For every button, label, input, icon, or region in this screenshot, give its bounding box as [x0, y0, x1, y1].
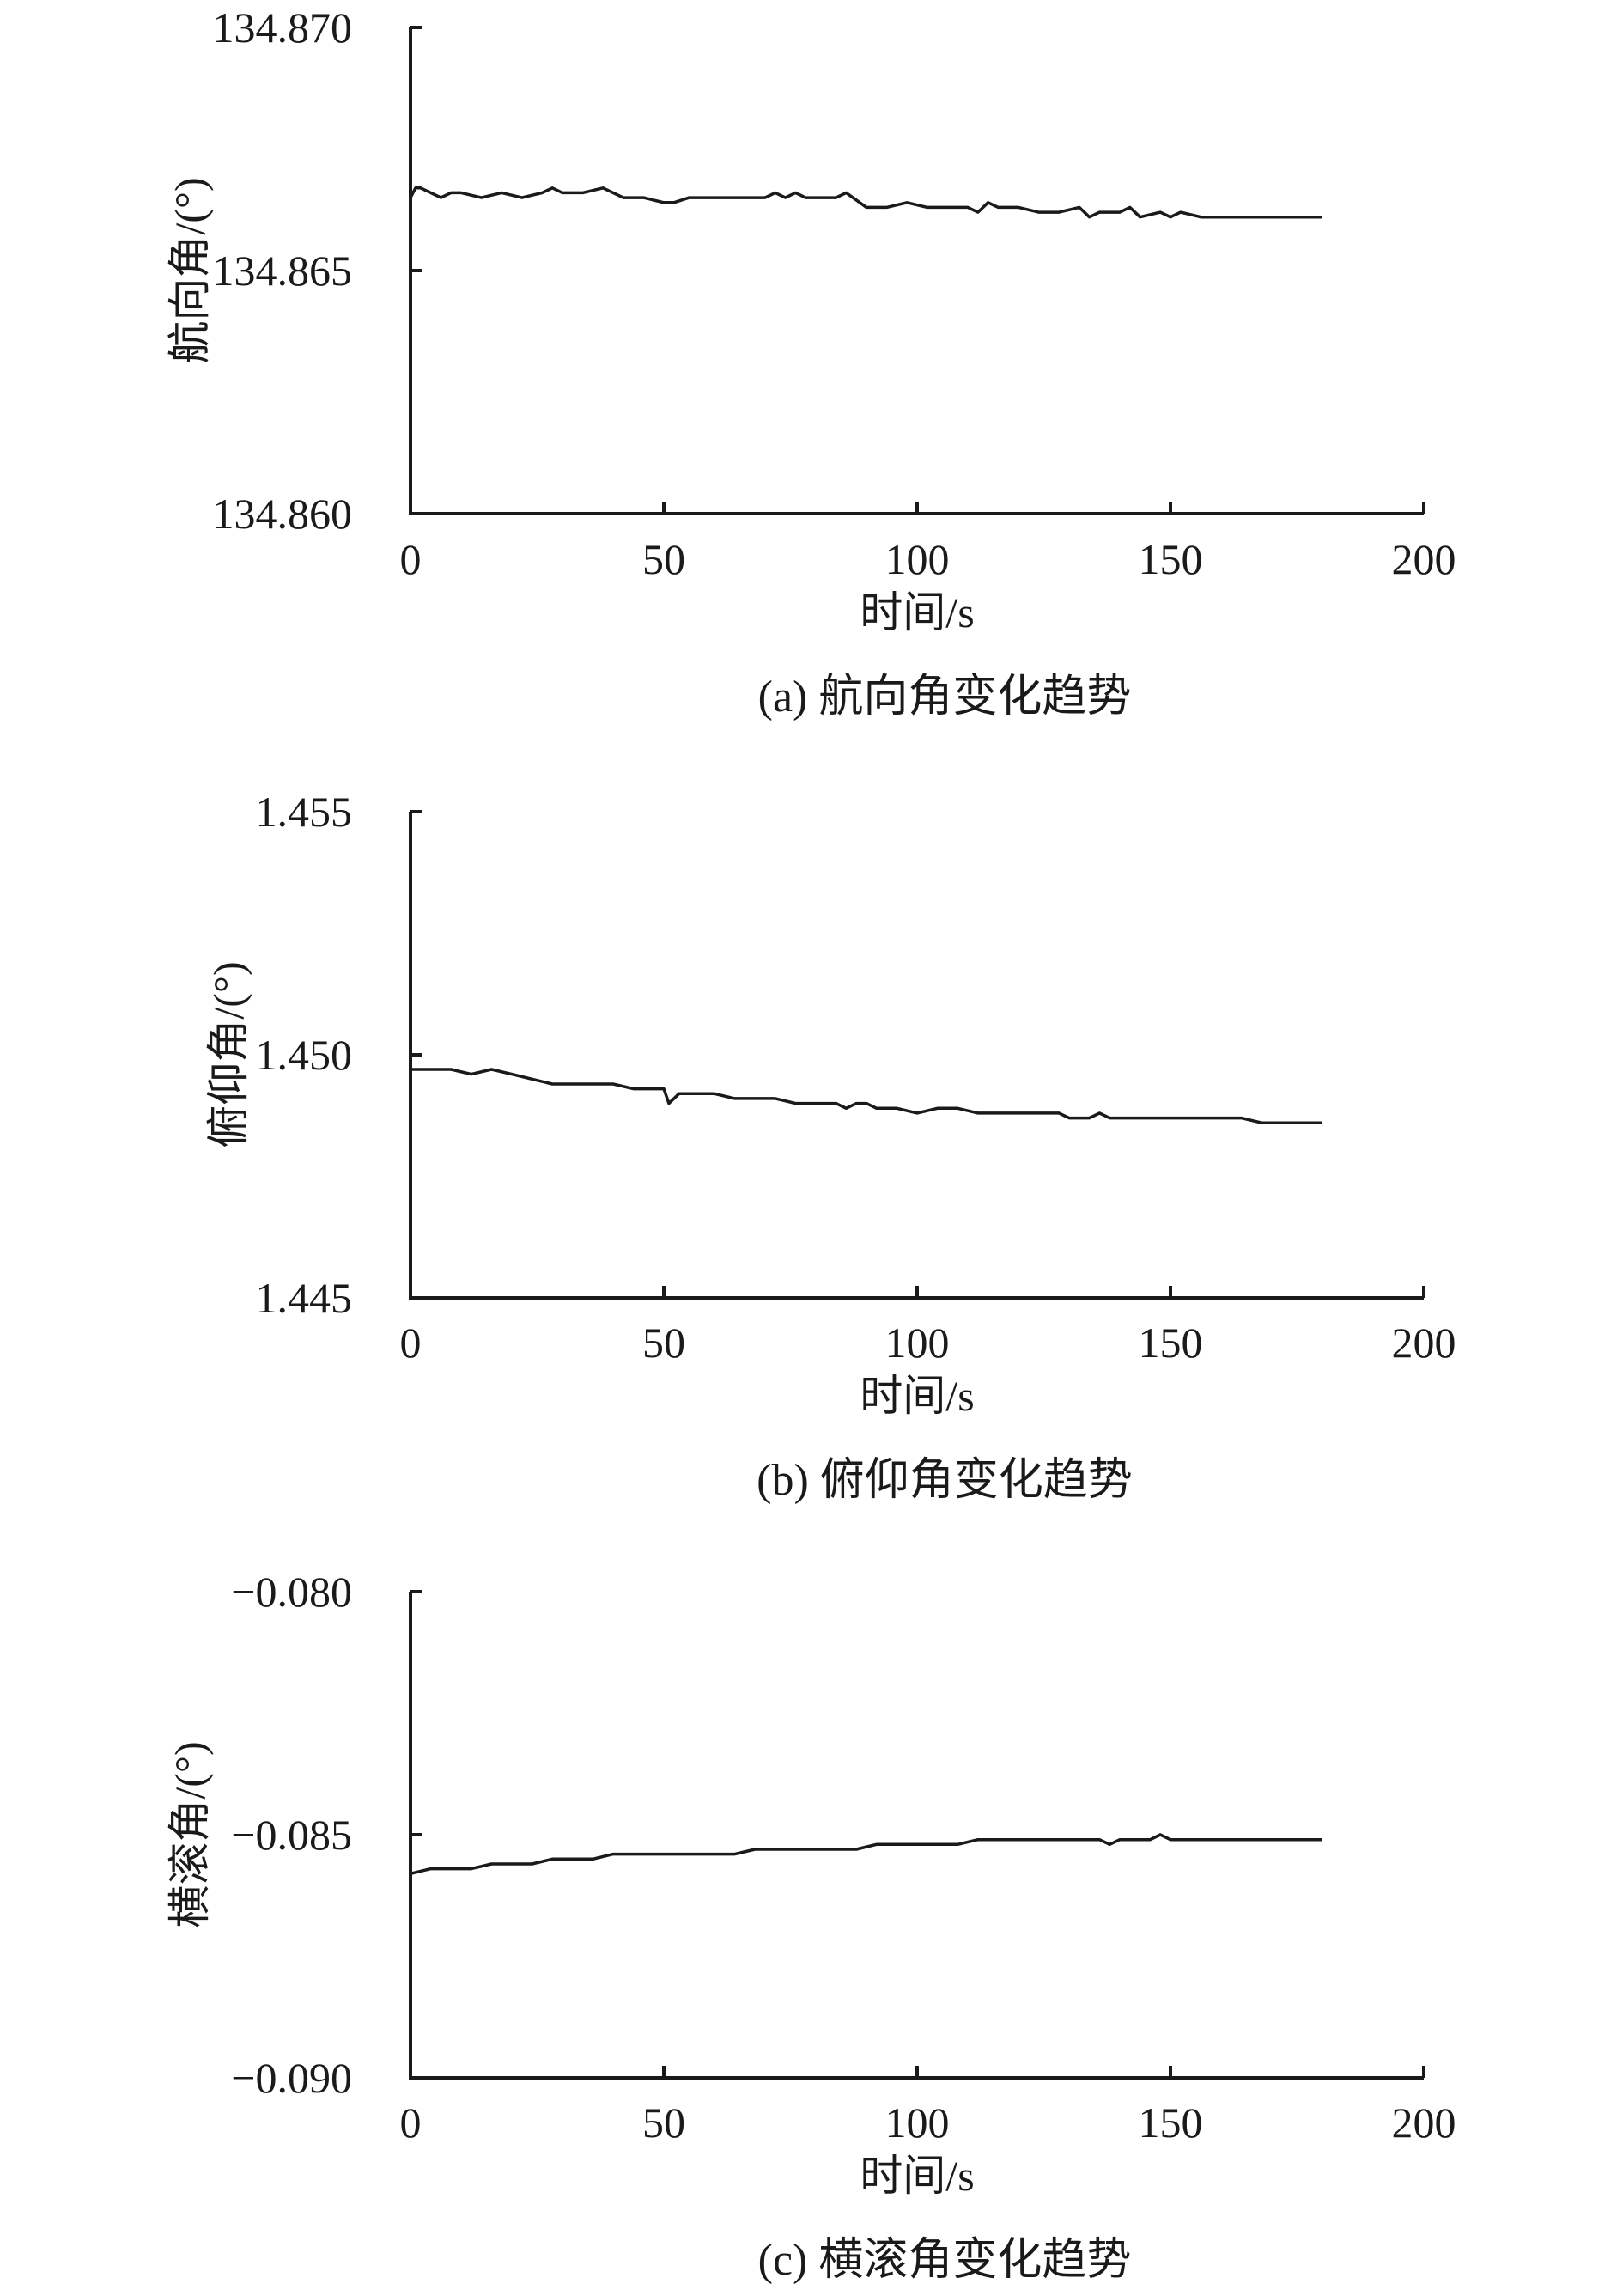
x-tick-label: 150 [1139, 535, 1203, 583]
series-line [409, 186, 1322, 219]
y-tick-label: −0.080 [231, 1568, 352, 1616]
y-tick-label: 1.450 [256, 1031, 353, 1079]
y-tick-label: −0.090 [231, 2054, 352, 2102]
x-tick-label: 0 [400, 535, 422, 583]
x-tick-label: 100 [885, 535, 950, 583]
y-axis-title: 航向角/(°) [166, 177, 214, 363]
x-axis-title: 时间/s [860, 2152, 974, 2200]
chart-caption: (a) 航向角变化趋势 [758, 673, 1132, 722]
x-tick-label: 150 [1139, 2098, 1203, 2147]
chart-caption: (b) 俯仰角变化趋势 [757, 1456, 1133, 1505]
series-line [410, 1068, 1322, 1124]
x-tick-label: 0 [400, 1319, 422, 1367]
series-line [410, 1833, 1322, 1876]
y-tick-label: 134.870 [213, 3, 353, 52]
y-tick-label: 134.865 [213, 247, 353, 295]
x-tick-label: 200 [1392, 535, 1456, 583]
heading-chart: 0 50 100 150 200 134.860 134.865 134.870 时间/s 航向角… [166, 3, 1456, 722]
y-axis-title: 横滚角/(°) [166, 1741, 214, 1928]
axis-lines [409, 27, 1424, 515]
x-axis-title: 时间/s [860, 1372, 974, 1420]
y-axis-title: 俯仰角/(°) [204, 961, 252, 1148]
y-tick-label: 134.860 [213, 490, 353, 538]
y-tick-label: 1.445 [256, 1274, 353, 1322]
x-tick-label: 200 [1392, 2098, 1456, 2147]
x-tick-label: 50 [642, 1319, 685, 1367]
y-tick-label: 1.455 [256, 788, 353, 836]
x-tick-label: 150 [1139, 1319, 1203, 1367]
axis-lines [409, 812, 1424, 1300]
chart-caption: (c) 横滚角变化趋势 [758, 2236, 1132, 2285]
x-tick-label: 200 [1392, 1319, 1456, 1367]
x-tick-label: 50 [642, 535, 685, 583]
y-tick-label: −0.085 [231, 1811, 352, 1859]
x-axis-title: 时间/s [860, 588, 974, 636]
roll-chart: 0 50 100 150 200 −0.090 −0.085 −0.080 时间/s 横滚角/(°… [166, 1568, 1456, 2285]
x-tick-label: 50 [642, 2098, 685, 2147]
x-tick-label: 100 [885, 1319, 950, 1367]
x-tick-label: 100 [885, 2098, 950, 2147]
x-tick-label: 0 [400, 2098, 422, 2147]
axis-lines [409, 1592, 1424, 2080]
pitch-chart: 0 50 100 150 200 1.445 1.450 1.455 时间/s 俯仰角/(°) (b… [204, 788, 1456, 1505]
